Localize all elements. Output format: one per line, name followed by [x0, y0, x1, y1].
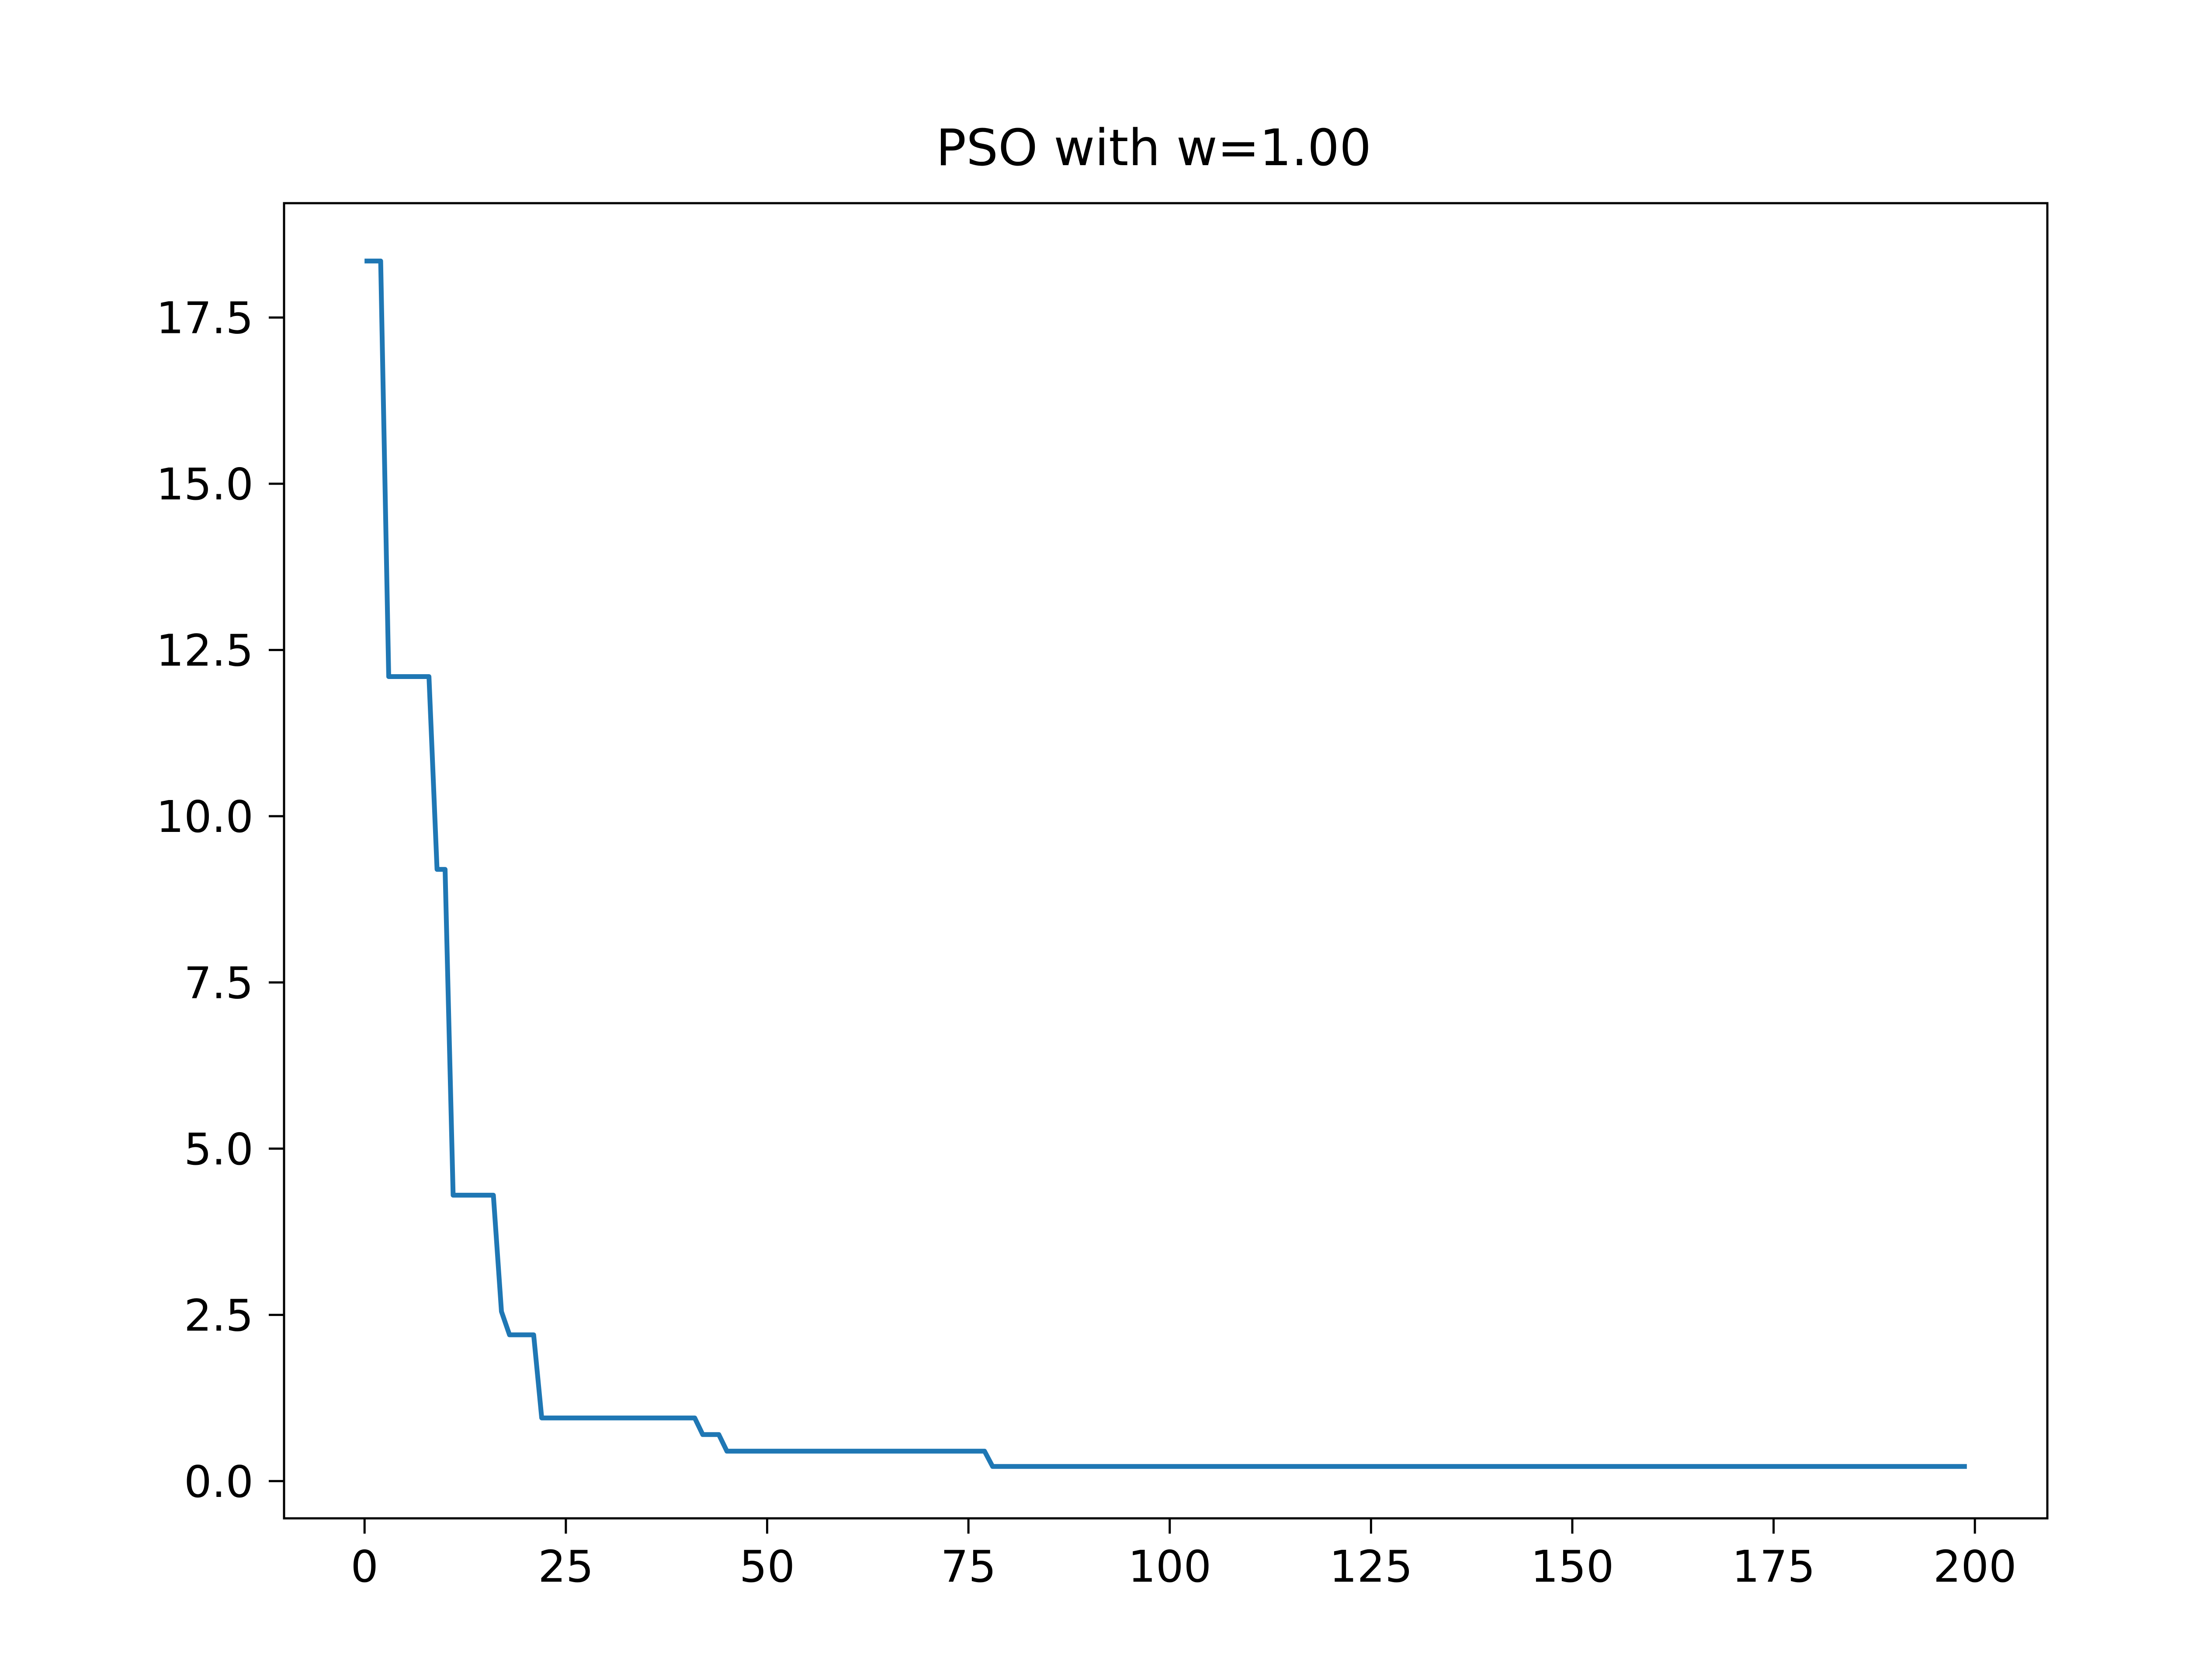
- series-line-0: [364, 258, 1967, 1469]
- y-tick-label: 10.0: [156, 791, 253, 842]
- y-tick-label: 15.0: [156, 459, 253, 510]
- x-tick-label: 150: [1531, 1541, 1614, 1592]
- x-tick-label: 0: [350, 1541, 378, 1592]
- y-tick-label: 12.5: [156, 625, 253, 676]
- y-tick-label: 17.5: [156, 293, 253, 344]
- x-tick-label: 200: [1933, 1541, 2017, 1592]
- x-tick-label: 100: [1128, 1541, 1211, 1592]
- x-tick-label: 175: [1732, 1541, 1815, 1592]
- x-tick-label: 125: [1329, 1541, 1413, 1592]
- plot-area: 0 25 50 75 100 125 150 175 200 0.0 2.5 5.0 7.5 10.0 12…: [156, 202, 2049, 1592]
- y-tick-label: 5.0: [184, 1124, 253, 1175]
- y-tick-label: 2.5: [184, 1290, 253, 1341]
- axes-frame: [283, 202, 2049, 1520]
- x-tick-label: 25: [538, 1541, 593, 1592]
- y-tick-label: 7.5: [184, 957, 253, 1008]
- x-tick-label: 75: [940, 1541, 996, 1592]
- x-tick-label: 50: [739, 1541, 795, 1592]
- y-tick-label: 0.0: [184, 1456, 253, 1507]
- chart-title: PSO with w=1.00: [936, 119, 1371, 177]
